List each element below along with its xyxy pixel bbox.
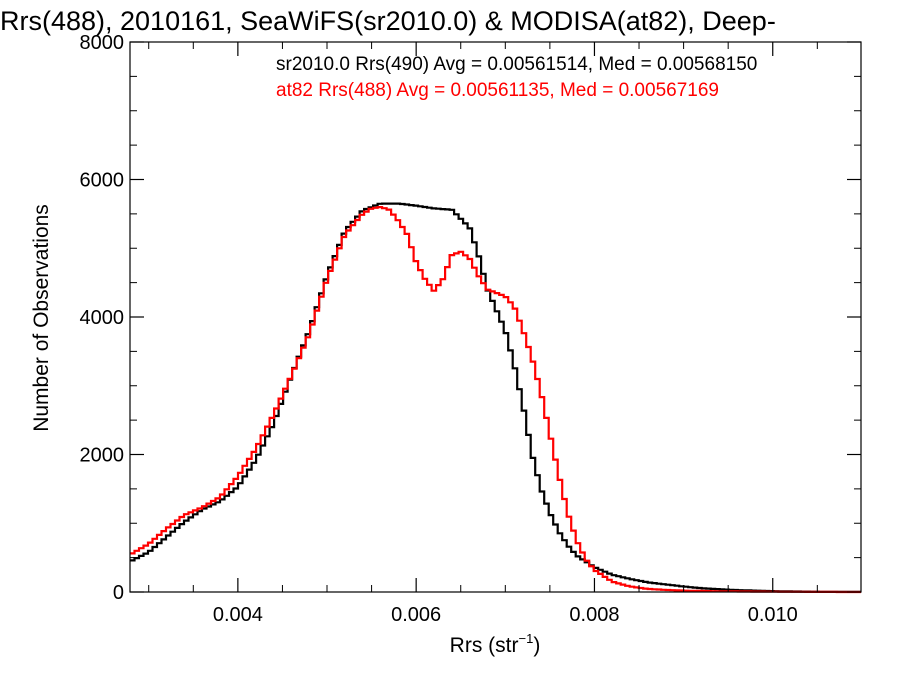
legend-entry-sr2010: sr2010.0 Rrs(490) Avg = 0.00561514, Med … <box>276 54 757 75</box>
legend-entry-at82: at82 Rrs(488) Avg = 0.00561135, Med = 0.… <box>276 80 719 101</box>
x-tick-label: 0.006 <box>391 604 441 626</box>
chart-title: Rrs(488), 2010161, SeaWiFS(sr2010.0) & M… <box>0 6 776 36</box>
y-tick-label: 0 <box>113 582 124 604</box>
series-at82-line <box>130 206 861 594</box>
y-axis-label: Number of Observations <box>30 204 53 432</box>
x-axis-label: Rrs (str−1) <box>450 631 541 657</box>
y-tick-label: 2000 <box>80 445 125 467</box>
x-tick-label: 0.010 <box>748 604 798 626</box>
y-tick-label: 8000 <box>80 32 125 54</box>
y-tick-label: 4000 <box>80 307 125 329</box>
x-tick-label: 0.008 <box>569 604 619 626</box>
x-tick-label: 0.004 <box>213 604 263 626</box>
y-tick-label: 6000 <box>80 170 125 192</box>
